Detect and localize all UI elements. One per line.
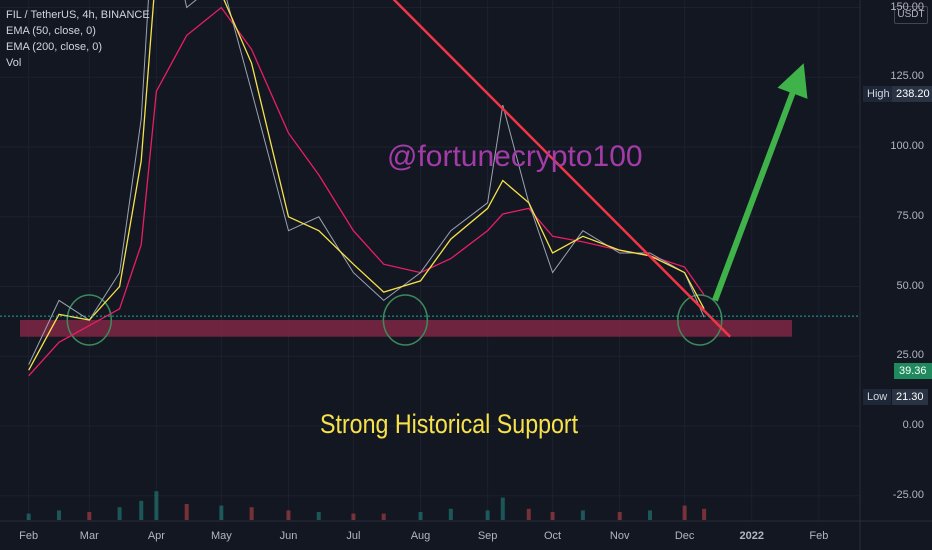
volume-bar xyxy=(418,512,423,520)
descending-trendline xyxy=(392,0,731,338)
x-tick-label: 2022 xyxy=(739,530,764,542)
volume-bar xyxy=(316,512,321,520)
volume-bar xyxy=(56,510,61,520)
y-tick-label: 50.00 xyxy=(896,279,924,292)
volume-bar xyxy=(154,491,159,520)
support-circles xyxy=(66,294,723,346)
volume-bar xyxy=(526,508,531,520)
x-tick-label: Mar xyxy=(79,530,99,542)
legend-volume[interactable]: Vol xyxy=(6,57,22,69)
volume-bar xyxy=(381,513,386,520)
currency-button[interactable]: USDT xyxy=(894,6,928,24)
y-tick-label: 125.00 xyxy=(890,70,924,83)
x-tick-label: Aug xyxy=(410,530,431,542)
volume-bar xyxy=(351,513,356,520)
volume-bar xyxy=(580,510,585,520)
price-line xyxy=(28,0,705,365)
legend-symbol[interactable]: FIL / TetherUS, 4h, BINANCE xyxy=(6,9,150,21)
x-tick-label: Feb xyxy=(809,530,829,542)
volume-bar xyxy=(139,500,144,520)
volume-bar xyxy=(184,504,189,520)
volume-bar xyxy=(682,505,687,520)
support-zone xyxy=(20,319,792,337)
volume-bar xyxy=(87,512,92,520)
high-tag-value: 238.20 xyxy=(892,86,932,102)
x-tick-label: Sep xyxy=(477,530,498,542)
x-tick-label: Jul xyxy=(346,530,361,542)
volume-bar xyxy=(485,510,490,520)
high-tag-label: High xyxy=(863,86,894,102)
legend-ema50[interactable]: EMA (50, close, 0) xyxy=(6,25,96,37)
y-tick-label: 100.00 xyxy=(890,140,924,152)
support-circle xyxy=(677,294,723,346)
volume-bar xyxy=(448,508,453,520)
legend-ema200[interactable]: EMA (200, close, 0) xyxy=(6,41,102,53)
support-circle xyxy=(66,294,113,346)
volume-bar xyxy=(500,497,505,520)
volume-bar xyxy=(249,507,254,520)
volume-bar xyxy=(26,513,31,520)
volume-bar xyxy=(648,510,652,520)
volume-bar xyxy=(702,508,707,520)
x-tick-label: Feb xyxy=(19,530,39,542)
y-tick-label: 150.00 xyxy=(890,0,924,13)
y-tick-label: 25.00 xyxy=(896,349,924,362)
last-price-tag: 39.36 xyxy=(894,363,932,379)
support-label: Strong Historical Support xyxy=(320,409,579,439)
y-tick-label: 75.00 xyxy=(896,209,924,222)
volume-bar xyxy=(286,510,291,520)
x-tick-label: May xyxy=(210,530,232,542)
x-tick-label: Oct xyxy=(544,530,562,542)
x-tick-label: Dec xyxy=(674,530,695,542)
ema200-line xyxy=(28,6,705,377)
volume-bar xyxy=(617,512,622,520)
volume-bar xyxy=(117,507,122,520)
support-circle xyxy=(382,294,429,346)
x-tick-label: Nov xyxy=(609,530,630,542)
volume-bars xyxy=(26,491,707,520)
low-tag-value: 21.30 xyxy=(892,389,928,405)
watermark-text: @fortunecrypto100 xyxy=(387,140,643,173)
chart-legend: FIL / TetherUS, 4h, BINANCE EMA (50, clo… xyxy=(6,7,150,71)
breakout-arrow xyxy=(712,63,808,302)
y-tick-label: -25.00 xyxy=(892,488,924,501)
low-tag-label: Low xyxy=(863,389,892,405)
x-tick-label: Jun xyxy=(279,530,298,542)
x-tick-label: Apr xyxy=(147,530,165,542)
volume-bar xyxy=(219,505,224,520)
grid-lines xyxy=(0,0,860,521)
breakout-arrow-shape xyxy=(712,63,808,302)
ema50-line xyxy=(28,0,705,371)
volume-bar xyxy=(550,512,555,520)
y-tick-label: 0.00 xyxy=(902,419,924,431)
